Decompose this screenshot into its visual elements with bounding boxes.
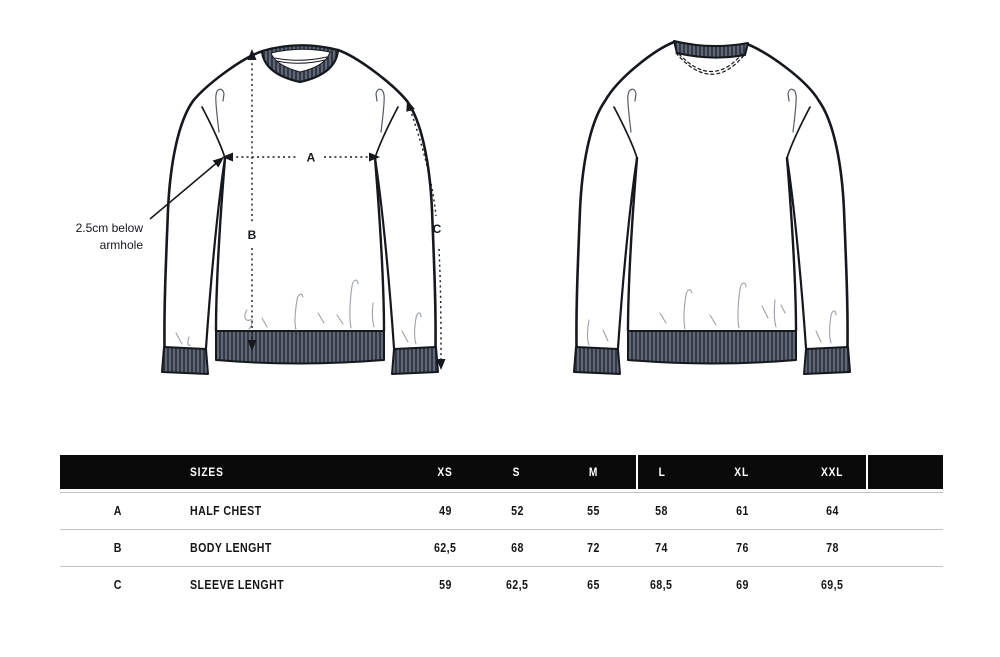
value-xl: 61 [735,504,749,518]
table-row-body-length: B BODY LENGHT 62,5 68 72 74 76 78 [60,529,943,566]
front-right-sleeve-outer [405,99,437,349]
back-right-armhole-notch [787,88,797,133]
value-m: 65 [586,578,600,592]
header-letter-spacer [60,455,176,489]
back-right-sleeve-inner [785,156,808,350]
back-right-sleeve-outer [817,99,849,349]
front-right-armhole-seam [374,106,399,159]
front-left-cuff-rib [161,346,209,375]
row-label: BODY LENGHT [190,541,272,555]
arrowhead-c-top [406,100,415,112]
measurement-line-b: B [247,49,257,351]
column-header-s: S [513,465,521,479]
back-left-body-side [626,156,639,333]
size-table-header: SIZES XS S M L XL XXL [60,455,943,489]
value-l: 74 [654,541,668,555]
front-right-sleeve-inner [373,156,396,350]
back-left-armhole-notch [627,88,637,133]
value-s: 62,5 [505,578,529,592]
row-letter: C [113,578,123,592]
back-view-drawing [573,40,851,375]
value-xxl: 78 [825,541,839,555]
size-table-body: A HALF CHEST 49 52 55 58 61 64 B BODY LE… [60,492,943,603]
front-view-drawing [161,44,439,375]
row-end-spacer [866,493,943,529]
arrowhead-b-bottom [247,340,257,351]
back-left-cuff-rib [573,346,621,375]
value-xl: 69 [735,578,749,592]
arrowhead-b-top [247,49,257,60]
front-right-cuff-rib [391,346,439,375]
back-right-armhole-seam [786,106,811,159]
value-xxl: 64 [825,504,839,518]
back-right-shoulder-line [745,42,821,103]
back-waistband-rib [627,330,797,365]
measurement-line-a: A [222,151,380,165]
back-left-sleeve-outer [575,99,607,349]
front-left-armhole-seam [201,106,226,159]
table-row-sleeve-length: C SLEEVE LENGHT 59 62,5 65 68,5 69 69,5 [60,566,943,603]
back-left-shoulder-line [603,40,676,103]
back-left-sleeve-inner [616,156,639,350]
front-right-armhole-notch [375,88,385,133]
column-header-xl: XL [734,465,750,479]
value-m: 55 [586,504,600,518]
column-header-xs: XS [437,465,453,479]
back-right-cuff-rib [803,346,851,375]
front-left-armhole-notch [215,88,225,133]
back-neck-seam-inner [678,53,743,73]
value-xxl: 69,5 [820,578,844,592]
table-row-half-chest: A HALF CHEST 49 52 55 58 61 64 [60,492,943,529]
garment-technical-drawing: B A C 2.5cm below [76,40,851,375]
row-label: SLEEVE LENGHT [190,578,285,592]
armhole-callout: 2.5cm below armhole [76,157,224,252]
row-letter: A [113,504,123,518]
front-left-body-side [214,156,227,333]
back-right-body-side [785,156,798,333]
front-wrinkle-marks [175,279,422,347]
back-wrinkle-marks [586,282,837,346]
value-m: 72 [586,541,600,555]
front-left-shoulder-line [191,49,265,103]
value-l: 58 [654,504,668,518]
size-table: SIZES XS S M L XL XXL A HALF CHEST 49 52… [60,455,943,603]
measure-label-c: C [433,222,442,236]
front-back-collar-edge-line [274,56,328,64]
arrowhead-a-left [222,152,233,162]
header-end-spacer [866,455,943,489]
value-xl: 76 [735,541,749,555]
measure-label-a: A [307,151,316,165]
value-s: 52 [510,504,524,518]
column-header-xxl: XXL [820,465,844,479]
arrowhead-c-bottom [436,359,446,370]
column-header-l: L [636,455,686,489]
back-left-armhole-seam [613,106,638,159]
value-xs: 59 [438,578,452,592]
back-collar-rib [673,40,749,59]
row-end-spacer [866,567,943,603]
row-label: HALF CHEST [190,504,262,518]
row-end-spacer [866,530,943,566]
value-s: 68 [510,541,524,555]
value-l: 68,5 [649,578,673,592]
arrowhead-callout [212,157,224,168]
front-right-body-side [373,156,386,333]
column-header-m: M [588,465,598,479]
front-right-shoulder-line [336,48,409,103]
row-letter: B [113,541,123,555]
measure-label-b: B [248,228,257,242]
front-left-sleeve-inner [204,156,227,350]
measurement-annotations: B A C 2.5cm below [76,49,446,370]
arrowhead-a-right [369,152,380,162]
measurement-line-c: C [406,100,446,370]
column-header-sizes: SIZES [190,465,224,479]
front-left-sleeve-outer [163,99,195,349]
front-waistband-rib [215,330,385,365]
value-xs: 49 [438,504,452,518]
callout-text-line2: armhole [100,238,144,252]
value-xs: 62,5 [433,541,457,555]
back-neck-seam-outer [675,52,746,75]
callout-text-line1: 2.5cm below [76,221,144,235]
